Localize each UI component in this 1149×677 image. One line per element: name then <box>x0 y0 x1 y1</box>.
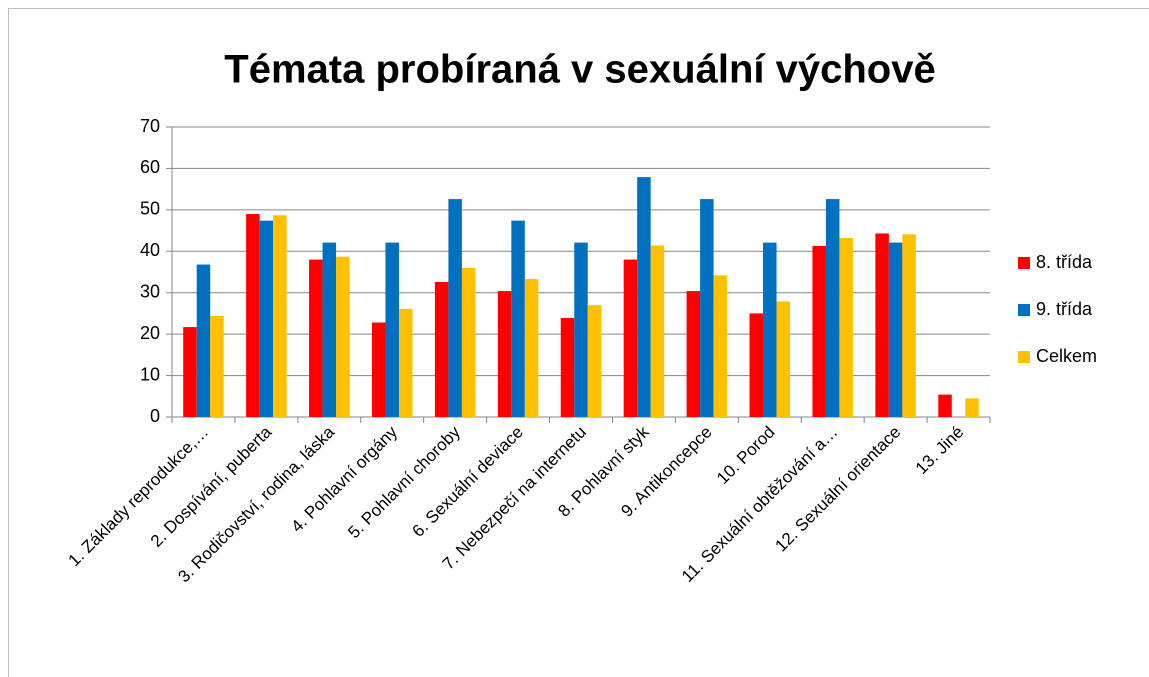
bar <box>587 305 602 417</box>
bar <box>574 242 588 417</box>
x-tick-label: 5. Pohlavní choroby <box>344 422 464 542</box>
bar <box>623 259 638 417</box>
y-tick-label: 10 <box>140 364 160 384</box>
bar <box>371 322 386 417</box>
bar <box>398 308 413 417</box>
bar <box>434 281 449 417</box>
bar <box>560 317 575 417</box>
bar <box>776 301 791 417</box>
bar <box>322 242 337 417</box>
bar <box>875 233 889 417</box>
y-tick-label: 40 <box>140 240 160 260</box>
y-tick-label: 70 <box>140 116 160 136</box>
bar <box>686 291 701 417</box>
x-tick-label: 10. Porod <box>713 422 779 488</box>
x-tick-label: 13. Jiné <box>912 422 968 478</box>
bar <box>524 279 539 417</box>
bar <box>713 275 728 417</box>
bar <box>246 214 260 417</box>
bar <box>448 199 462 417</box>
bar <box>259 220 274 417</box>
bar <box>511 220 525 417</box>
x-tick-label: 12. Sexuální orientace <box>771 422 904 555</box>
y-tick-label: 60 <box>140 157 160 177</box>
bar <box>902 234 916 417</box>
bar <box>749 313 764 417</box>
x-tick-label: 2. Dospívání, puberta <box>147 422 276 551</box>
bar <box>839 238 853 417</box>
legend-label: 8. třída <box>1036 252 1093 272</box>
y-tick-label: 50 <box>140 199 160 219</box>
bar <box>183 327 197 417</box>
bar <box>700 199 714 417</box>
y-tick-label: 20 <box>140 323 160 343</box>
legend-label: Celkem <box>1036 346 1097 366</box>
bar <box>273 215 287 417</box>
bar <box>763 242 777 417</box>
bar <box>309 259 323 417</box>
bar <box>938 394 952 417</box>
legend-swatch <box>1018 257 1030 269</box>
chart-title: Témata probíraná v sexuální výchově <box>224 48 935 92</box>
bar <box>196 264 211 417</box>
bar <box>650 245 665 417</box>
legend-swatch <box>1018 351 1030 363</box>
bar <box>812 245 826 417</box>
bar <box>637 177 651 417</box>
bar <box>888 242 903 417</box>
bar <box>825 199 840 417</box>
bar <box>210 315 224 417</box>
legend-swatch <box>1018 304 1030 316</box>
legend-label: 9. třída <box>1036 299 1093 319</box>
y-tick-label: 0 <box>150 406 160 426</box>
bar <box>461 267 476 417</box>
bar <box>965 398 979 417</box>
chart-border <box>8 8 1149 677</box>
bar <box>497 291 512 417</box>
bar <box>336 256 350 417</box>
x-tick-label: 6. Sexuální deviace <box>409 422 527 540</box>
bar <box>385 242 399 417</box>
x-tick-label: 4. Pohlavní orgány <box>287 422 401 536</box>
y-tick-label: 30 <box>140 281 160 301</box>
